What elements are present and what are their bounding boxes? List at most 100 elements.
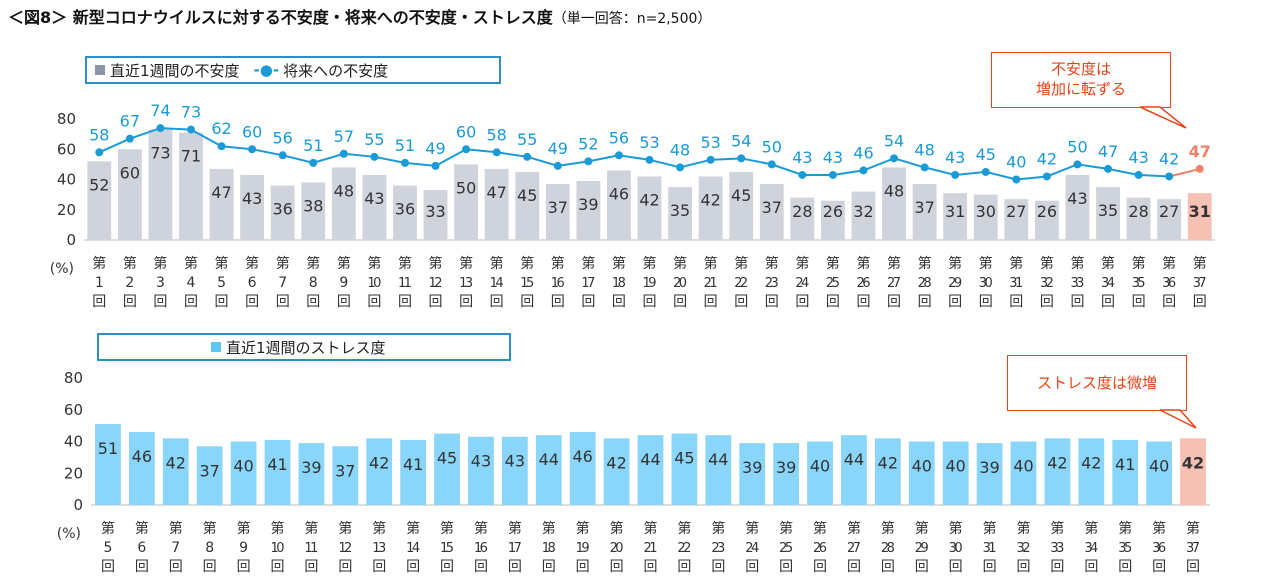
top-line-point <box>737 154 746 163</box>
top-bar-label: 30 <box>976 202 996 221</box>
top-xlabel-kai: 回 <box>215 294 229 310</box>
legend-swatch-stress <box>211 342 221 352</box>
top-bar <box>484 168 509 240</box>
bottom-xlabel-kai: 回 <box>881 559 895 575</box>
top-line-point <box>339 149 348 158</box>
top-line-point <box>431 161 440 170</box>
bottom-xlabel-kai: 回 <box>644 559 658 575</box>
top-line-point <box>462 145 471 154</box>
bottom-bar <box>773 443 800 505</box>
bottom-bar <box>298 443 325 505</box>
top-xlabel-num: 26 <box>856 276 870 291</box>
top-xlabel-kai: 回 <box>734 294 748 310</box>
top-line-label: 58 <box>89 125 109 144</box>
top-line-label: 50 <box>1067 137 1087 156</box>
top-xlabel-kai: 回 <box>551 294 565 310</box>
top-line-label: 56 <box>273 128 293 147</box>
bottom-ytick: 60 <box>64 401 83 419</box>
top-ytick: 60 <box>57 140 76 158</box>
top-xlabel-kai: 回 <box>856 294 870 310</box>
top-bar-label: 35 <box>1098 201 1118 220</box>
bottom-bar-label: 40 <box>1149 457 1169 476</box>
bottom-bar-label: 37 <box>200 461 220 480</box>
top-xlabel-num: 15 <box>520 276 534 291</box>
top-xlabel-num: 34 <box>1101 276 1115 291</box>
bottom-bar <box>535 435 562 505</box>
top-xlabel-num: 24 <box>795 276 809 291</box>
top-bar <box>240 174 265 240</box>
bottom-bar-label: 39 <box>776 458 796 477</box>
bottom-xlabel-num: 8 <box>205 540 214 556</box>
bottom-xlabel-num: 22 <box>677 541 691 556</box>
bottom-bar <box>366 438 393 505</box>
top-bar <box>973 194 998 240</box>
top-bar <box>148 129 173 240</box>
bottom-xlabel-num: 20 <box>610 541 624 556</box>
bottom-xlabel-dai: 第 <box>1017 520 1031 537</box>
top-xlabel-kai: 回 <box>1132 294 1146 310</box>
top-line-label: 60 <box>242 122 262 141</box>
bottom-yunit: (%) <box>57 526 81 542</box>
bottom-xlabel-num: 17 <box>508 541 522 556</box>
top-xlabel-kai: 回 <box>795 294 809 310</box>
bottom-xlabel-num: 13 <box>372 541 386 556</box>
top-xlabel-dai: 第 <box>918 255 932 272</box>
bottom-xlabel-kai: 回 <box>983 559 997 575</box>
top-xlabel-kai: 回 <box>184 294 198 310</box>
top-xlabel-kai: 回 <box>429 294 443 310</box>
bottom-bar-label: 39 <box>979 458 999 477</box>
top-xlabel-dai: 第 <box>1101 255 1115 272</box>
top-bar-label: 73 <box>150 144 170 163</box>
bottom-xlabel-num: 27 <box>847 541 861 556</box>
top-line-point <box>370 152 379 161</box>
top-bar <box>270 185 295 240</box>
bottom-xlabel-dai: 第 <box>1118 520 1132 537</box>
top-xlabel-dai: 第 <box>123 255 137 272</box>
callout-top: 不安度は 増加に転ずる <box>991 52 1171 108</box>
bottom-xlabel-num: 32 <box>1017 541 1031 556</box>
title-main: ＜図8＞ 新型コロナウイルスに対する不安度・将来への不安度・ストレス度 <box>8 8 553 27</box>
top-bar-label: 45 <box>517 186 537 205</box>
top-xlabel-dai: 第 <box>887 255 901 272</box>
bottom-xlabel-num: 6 <box>137 540 146 556</box>
top-line-point <box>798 170 807 179</box>
bottom-xlabel-kai: 回 <box>576 559 590 575</box>
bottom-xlabel-dai: 第 <box>576 520 590 537</box>
top-xlabel-kai: 回 <box>153 294 167 310</box>
bottom-xlabel-num: 36 <box>1152 541 1166 556</box>
top-xlabel-num: 22 <box>734 276 748 291</box>
bottom-xlabel-kai: 回 <box>915 559 929 575</box>
top-bar-label: 37 <box>762 198 782 217</box>
bottom-bar-label: 46 <box>132 447 152 466</box>
top-line-label: 49 <box>425 139 445 158</box>
bottom-xlabel-dai: 第 <box>644 520 658 537</box>
top-line-point <box>920 163 929 172</box>
bottom-xlabel-dai: 第 <box>101 520 115 537</box>
top-xlabel-num: 7 <box>278 275 287 291</box>
bottom-xlabel-dai: 第 <box>745 520 759 537</box>
top-line-point <box>1073 160 1082 169</box>
bottom-xlabel-kai: 回 <box>169 559 183 575</box>
bottom-bar-label: 37 <box>335 461 355 480</box>
bottom-xlabel-kai: 回 <box>949 559 963 575</box>
bottom-bar <box>637 435 664 505</box>
top-bar-label: 42 <box>639 190 659 209</box>
top-bar <box>576 181 601 240</box>
top-bar-label: 43 <box>364 189 384 208</box>
top-line-label: 53 <box>700 133 720 152</box>
top-xlabel-num: 27 <box>887 276 901 291</box>
top-bar <box>1004 199 1029 240</box>
bottom-bar <box>1078 438 1105 505</box>
bottom-bar <box>196 446 223 505</box>
bottom-xlabel-num: 10 <box>271 541 285 556</box>
top-xlabel-dai: 第 <box>979 255 993 272</box>
top-xlabel-dai: 第 <box>948 255 962 272</box>
top-line-point <box>584 157 593 166</box>
bottom-bar <box>841 435 867 505</box>
top-line-label: 73 <box>181 103 201 122</box>
bottom-xlabel-dai: 第 <box>304 520 318 537</box>
top-line-point <box>156 124 165 133</box>
top-xlabel-kai: 回 <box>979 294 993 310</box>
bottom-bar <box>671 433 698 505</box>
top-ytick: 80 <box>57 110 76 128</box>
